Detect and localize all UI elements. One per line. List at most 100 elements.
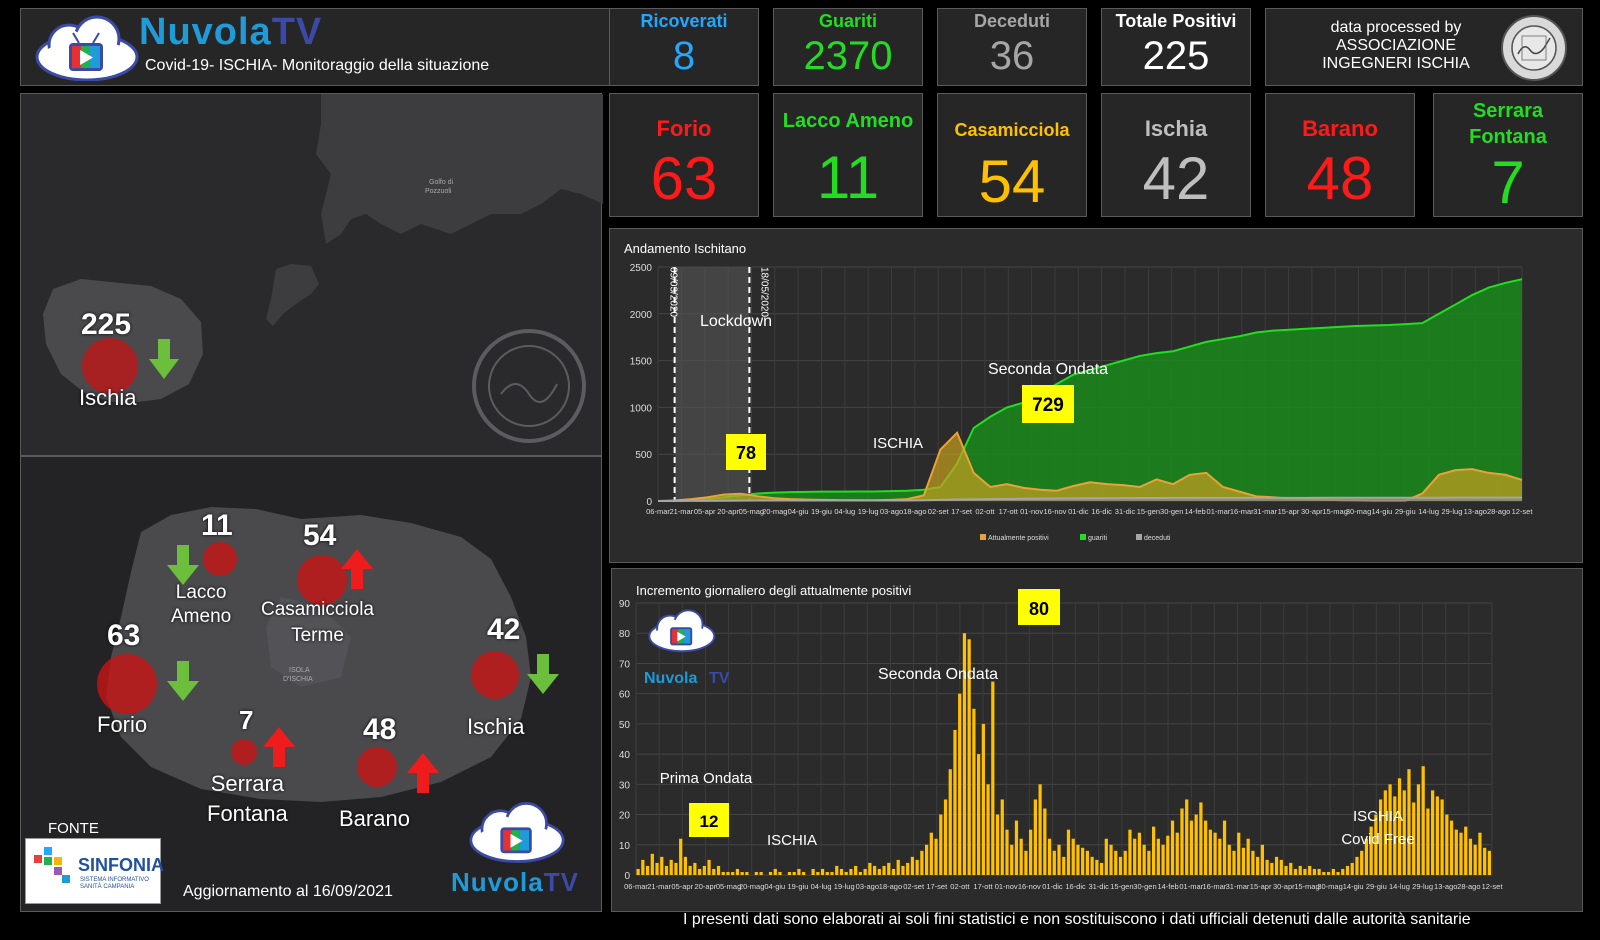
x-tick-label: 19-lug xyxy=(834,882,855,891)
x-tick-label: 12-set xyxy=(1482,882,1504,891)
serrara-label-line-2: Fontana xyxy=(207,801,288,826)
x-tick-label: 14-lug xyxy=(1418,507,1439,516)
badge-78-text: 78 xyxy=(736,443,756,463)
town-ischia: Ischia 42 xyxy=(1101,93,1251,217)
town-casamicciola: Casamicciola 54 xyxy=(937,93,1087,217)
sinfonia-name: SINFONIA xyxy=(78,855,165,875)
bar xyxy=(1241,847,1246,875)
bar xyxy=(1279,859,1283,875)
bar xyxy=(1047,838,1052,875)
bar xyxy=(716,865,721,875)
x-tick-label: 30-apr xyxy=(1301,507,1323,516)
casamicciola-arrow-up-icon xyxy=(341,549,373,589)
bar xyxy=(1109,844,1113,875)
assoc-line-1: data processed by xyxy=(1330,19,1462,36)
bar xyxy=(1161,844,1165,875)
y-tick-label: 0 xyxy=(646,497,652,508)
bar xyxy=(1208,829,1212,875)
y-tick-label: 20 xyxy=(619,811,631,822)
town-serrara-fontana: Serrara Fontana 7 xyxy=(1433,93,1583,217)
x-tick-label: 15-mag xyxy=(1322,507,1347,516)
y-tick-label: 50 xyxy=(619,720,631,731)
sinfonia-sub-2: SANITÀ CAMPANIA xyxy=(80,884,135,890)
bar xyxy=(754,871,758,875)
chart-2-brand-part-1: Nuvola xyxy=(644,670,697,687)
y-tick-label: 500 xyxy=(635,450,652,461)
bar xyxy=(1393,796,1397,875)
bar xyxy=(1213,832,1217,875)
bar xyxy=(1218,838,1222,875)
x-tick-label: 17-ott xyxy=(999,507,1019,516)
bar xyxy=(759,871,763,875)
bar xyxy=(1175,832,1179,875)
bar xyxy=(1227,844,1231,875)
bar xyxy=(943,799,948,875)
town-label: Ischia xyxy=(1144,116,1208,141)
series-area-0 xyxy=(658,432,1522,501)
casamicciola-label-line-2: Terme xyxy=(291,625,344,646)
kpi-value: 2370 xyxy=(803,34,893,78)
x-tick-label: 14-giu xyxy=(1343,882,1364,891)
bar xyxy=(986,784,990,875)
serrara-bubble xyxy=(231,739,257,765)
x-tick-label: 20-mag xyxy=(762,507,787,516)
x-tick-label: 21-mar xyxy=(647,882,671,891)
x-tick-label: 20-mag xyxy=(739,882,764,891)
bar xyxy=(1118,856,1123,875)
series-area-1 xyxy=(658,279,1522,501)
bar xyxy=(1355,856,1359,875)
x-tick-label: 17-ott xyxy=(973,882,993,891)
bar xyxy=(636,868,640,875)
bar xyxy=(896,859,900,875)
ischia-bubble xyxy=(82,338,138,394)
forio-label: Forio xyxy=(97,712,148,737)
y-tick-label: 80 xyxy=(619,629,631,640)
ischia-total-number: 225 xyxy=(81,308,132,341)
bar xyxy=(1133,838,1137,875)
barano-number: 48 xyxy=(363,713,397,746)
bar xyxy=(641,859,645,875)
arrow-down-icon xyxy=(149,339,179,379)
town-label: Lacco Ameno xyxy=(782,110,914,132)
x-tick-label: 06-mar xyxy=(624,882,648,891)
town-value: 54 xyxy=(978,148,1046,215)
casamicciola-number: 54 xyxy=(303,519,337,552)
chart-2-brand-part-2: TV xyxy=(709,670,730,687)
x-tick-label: 20-apr xyxy=(717,507,739,516)
badge-729-box xyxy=(1022,385,1074,423)
x-tick-label: 28-ago xyxy=(1457,882,1480,891)
chart-2-title: Incremento giornaliero degli attualmente… xyxy=(636,583,912,598)
bar xyxy=(1293,868,1298,875)
bar xyxy=(1364,838,1369,875)
brand-header: NuvolaTV Covid-19- ISCHIA- Monitoraggio … xyxy=(20,8,610,86)
bar xyxy=(1369,826,1373,875)
x-tick-label: 04-giu xyxy=(764,882,785,891)
bar xyxy=(1005,829,1009,875)
lockdown-label: Lockdown xyxy=(700,313,772,330)
bar xyxy=(773,868,777,875)
bar xyxy=(1256,856,1260,875)
x-tick-label: 16-mar xyxy=(1202,882,1226,891)
x-tick-label: 03-ago xyxy=(856,882,879,891)
bar xyxy=(1033,799,1037,875)
x-tick-label: 14-lug xyxy=(1389,882,1410,891)
bar xyxy=(1019,838,1023,875)
bar xyxy=(792,871,796,875)
bar xyxy=(1142,844,1146,875)
y-tick-label: 1500 xyxy=(630,357,653,368)
bar xyxy=(1397,778,1402,875)
town-barano: Barano 48 xyxy=(1265,93,1415,217)
bar xyxy=(1147,850,1151,875)
bar xyxy=(1378,799,1383,875)
footer-brand-part-2: TV xyxy=(543,867,579,897)
x-tick-label: 20-apr xyxy=(695,882,717,891)
disclaimer: I presenti dati sono elaborati ai soli f… xyxy=(683,911,1471,928)
x-tick-label: 18-ago xyxy=(879,882,902,891)
bar xyxy=(1076,844,1080,875)
lacco-arrow-down-icon xyxy=(167,545,199,585)
x-tick-label: 05-apr xyxy=(671,882,693,891)
bar xyxy=(1374,814,1378,875)
brand-name: NuvolaTV xyxy=(139,11,323,53)
kpi-ricoverati: Ricoverati 8 xyxy=(609,8,759,86)
